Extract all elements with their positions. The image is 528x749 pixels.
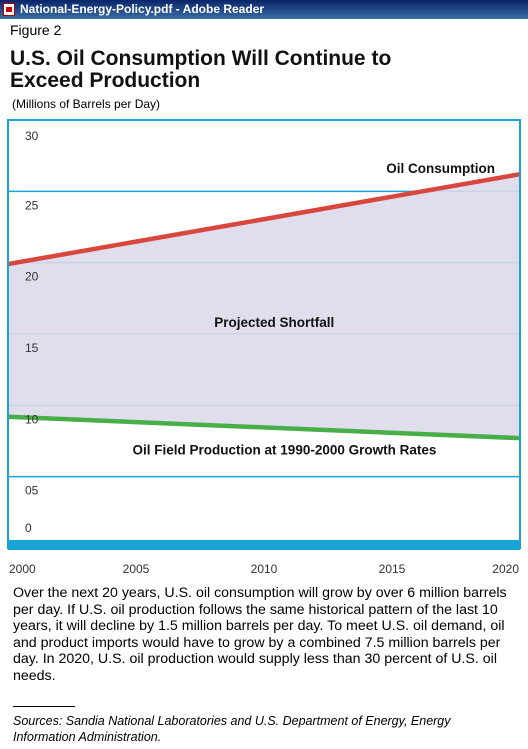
window-title-bar: National-Energy-Policy.pdf - Adobe Reade… <box>0 0 528 19</box>
sources-note: Sources: Sandia National Laboratories an… <box>13 714 451 744</box>
window-title: National-Energy-Policy.pdf - Adobe Reade… <box>20 2 265 16</box>
oil-consumption-label: Oil Consumption <box>386 161 495 176</box>
y-tick-label: 0 <box>25 521 32 535</box>
unit-label: (Millions of Barrels per Day) <box>12 97 161 111</box>
x-tick-label: 2020 <box>492 562 519 576</box>
oil-production-label: Oil Field Production at 1990-2000 Growth… <box>133 443 437 458</box>
y-tick-labels: 30 25 20 15 10 05 0 <box>25 129 39 535</box>
projected-shortfall-label: Projected Shortfall <box>214 315 334 330</box>
x-tick-label: 2000 <box>9 562 36 576</box>
chart-lines <box>7 171 521 441</box>
y-tick-label: 10 <box>25 412 39 426</box>
series-labels: Oil Consumption Projected Shortfall Oil Fi… <box>133 161 495 458</box>
figure-title: U.S. Oil Consumption Will Continue to Ex… <box>10 47 392 92</box>
projected-shortfall-area <box>8 174 520 439</box>
y-tick-label: 20 <box>25 270 39 284</box>
body-paragraph: Over the next 20 years, U.S. oil consump… <box>13 585 507 684</box>
series-line <box>7 414 521 441</box>
x-tick-label: 2005 <box>123 562 150 576</box>
x-tick-labels: 2000 2005 2010 2015 2020 <box>9 562 519 576</box>
y-tick-label: 25 <box>25 198 39 212</box>
y-tick-label: 15 <box>25 341 39 355</box>
footnote-rule <box>13 706 75 707</box>
pdf-document-icon <box>3 3 15 16</box>
series-line <box>7 171 521 267</box>
y-tick-label: 05 <box>25 484 39 498</box>
figure-label: Figure 2 <box>10 22 62 38</box>
chart-bottom-bar <box>8 540 520 550</box>
y-tick-label: 30 <box>25 129 39 143</box>
x-tick-label: 2010 <box>251 562 278 576</box>
x-tick-label: 2015 <box>379 562 406 576</box>
